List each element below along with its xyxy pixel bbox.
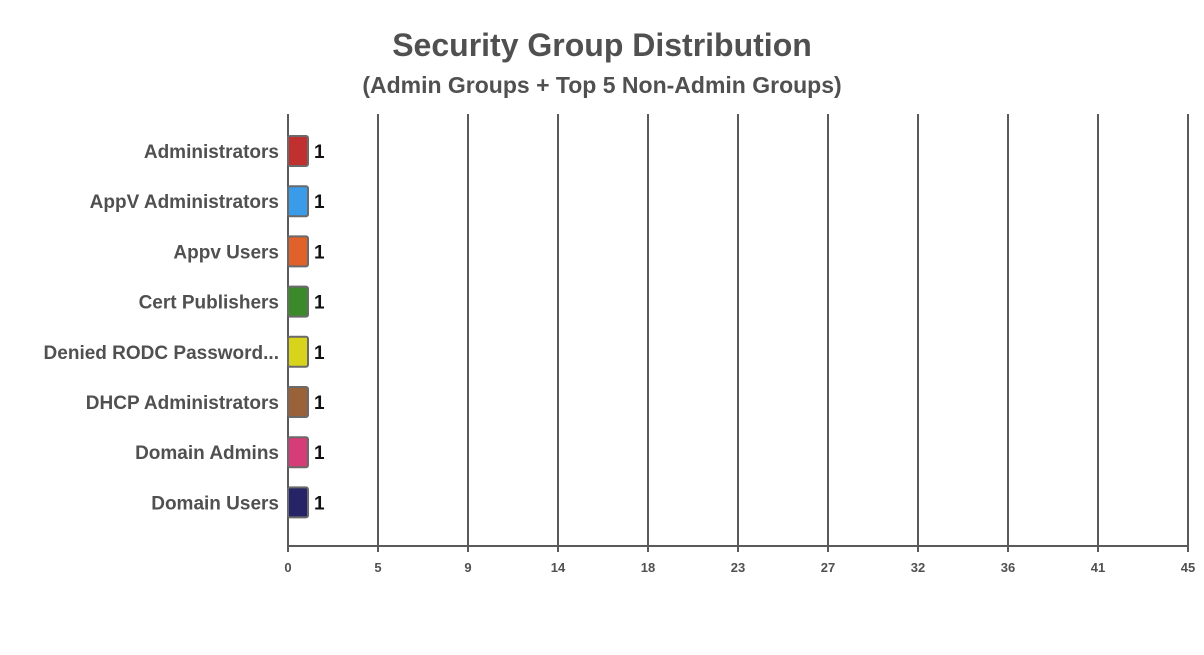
bar [287, 386, 309, 418]
bar [287, 335, 309, 368]
x-tick-label: 32 [911, 560, 925, 575]
bar-value-label: 1 [314, 493, 325, 514]
bar [287, 285, 309, 318]
bar-value-label: 1 [314, 242, 325, 263]
x-tick-label: 36 [1001, 560, 1015, 575]
bar [287, 486, 309, 519]
category-label: Appv Users [173, 242, 279, 263]
category-label: Denied RODC Password... [44, 343, 279, 364]
bar-value-label: 1 [314, 443, 325, 464]
x-tick-label: 0 [284, 560, 291, 575]
bar [287, 235, 309, 268]
category-label: Administrators [144, 142, 279, 163]
bar-value-label: 1 [314, 142, 325, 163]
category-label: DHCP Administrators [86, 393, 279, 414]
category-label: Cert Publishers [139, 293, 279, 314]
x-tick-label: 9 [464, 560, 471, 575]
bar [287, 436, 309, 469]
bar-value-label: 1 [314, 293, 325, 314]
category-label: AppV Administrators [90, 192, 279, 213]
x-tick-label: 23 [731, 560, 745, 575]
category-label: Domain Admins [135, 443, 279, 464]
x-tick-label: 45 [1181, 560, 1195, 575]
chart-title: Security Group Distribution [392, 27, 812, 63]
x-tick-label: 14 [551, 560, 566, 575]
bar-value-label: 1 [314, 343, 325, 364]
x-tick-label: 41 [1091, 560, 1105, 575]
chart-subtitle: (Admin Groups + Top 5 Non-Admin Groups) [362, 72, 842, 98]
bar-value-label: 1 [314, 393, 325, 414]
x-tick-label: 5 [374, 560, 381, 575]
category-label: Domain Users [151, 493, 279, 514]
x-tick-label: 27 [821, 560, 835, 575]
x-tick-label: 18 [641, 560, 655, 575]
bar [287, 185, 309, 218]
bar-value-label: 1 [314, 192, 325, 213]
bar [287, 135, 309, 167]
